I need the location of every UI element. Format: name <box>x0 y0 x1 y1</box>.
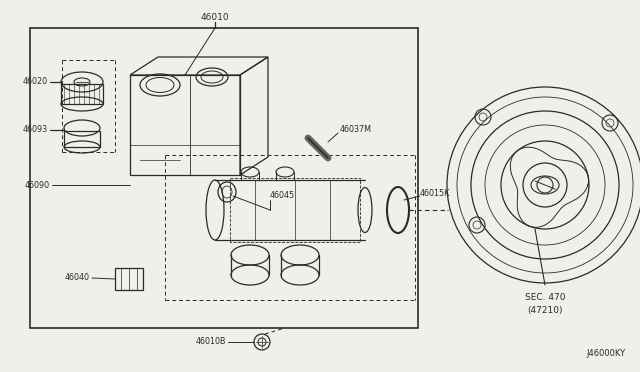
Text: 46045: 46045 <box>270 192 295 201</box>
Bar <box>30 28 418 328</box>
Text: 46037M: 46037M <box>340 125 372 135</box>
Text: 46010: 46010 <box>201 13 229 22</box>
Text: SEC. 470: SEC. 470 <box>525 294 565 302</box>
Text: 46010B: 46010B <box>195 337 226 346</box>
Bar <box>64 131 100 147</box>
Text: 46040: 46040 <box>65 273 90 282</box>
Text: 46093: 46093 <box>23 125 48 135</box>
Text: 46090: 46090 <box>25 180 50 189</box>
Text: (47210): (47210) <box>527 305 563 314</box>
Text: 46020: 46020 <box>23 77 48 87</box>
Bar <box>230 178 360 242</box>
Text: J46000KY: J46000KY <box>586 349 625 358</box>
Bar <box>61 84 103 104</box>
Text: 46015K: 46015K <box>420 189 451 198</box>
